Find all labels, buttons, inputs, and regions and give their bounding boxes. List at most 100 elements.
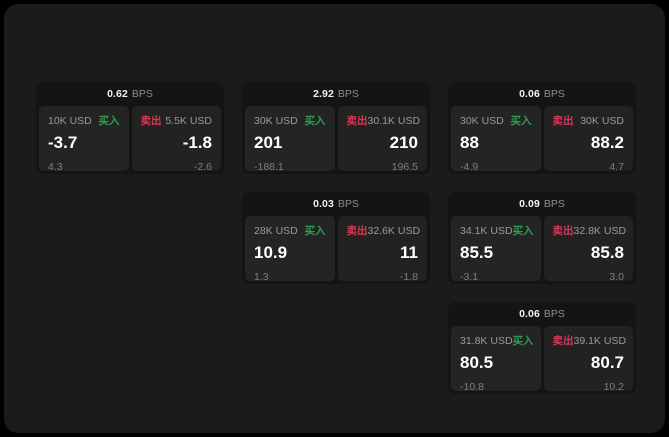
quote-column: 0.06 BPS 30K USD 买入 88 -4.9 卖出 30K USD 88.2 4.7 0.… <box>448 82 636 394</box>
order-size-label: 30K USD <box>580 114 624 127</box>
card-header: 0.06 BPS <box>448 302 636 326</box>
quote-board: 0.62 BPS 10K USD 买入 -3.7 4.3 卖出 5.5K USD -1.8 -2.… <box>36 82 636 394</box>
order-size-label: 31.8K USD <box>460 334 513 347</box>
card-header: 0.62 BPS <box>36 82 224 106</box>
buy-panel[interactable]: 31.8K USD 买入 80.5 -10.8 <box>451 326 541 393</box>
delta-value: 1.3 <box>254 271 269 283</box>
quote-column: 2.92 BPS 30K USD 买入 201 -188.1 卖出 30.1K USD 210 1… <box>242 82 430 284</box>
delta-value: -1.8 <box>399 271 418 283</box>
card-header: 2.92 BPS <box>242 82 430 106</box>
bps-value: 0.09 <box>519 198 540 210</box>
delta-value: -3.1 <box>460 271 479 283</box>
card-body: 34.1K USD 买入 85.5 -3.1 卖出 32.8K USD 85.8 3.0 <box>448 216 636 284</box>
bps-unit-label: BPS <box>337 198 359 210</box>
card-body: 28K USD 买入 10.9 1.3 卖出 32.6K USD 11 -1.8 <box>242 216 430 284</box>
quote-card[interactable]: 0.62 BPS 10K USD 买入 -3.7 4.3 卖出 5.5K USD -1.8 -2.… <box>36 82 224 174</box>
price-value: 210 <box>389 133 418 152</box>
price-value: 201 <box>254 133 283 152</box>
buy-panel[interactable]: 34.1K USD 买入 85.5 -3.1 <box>451 216 541 283</box>
quote-card[interactable]: 0.09 BPS 34.1K USD 买入 85.5 -3.1 卖出 32.8K USD 85.… <box>448 192 636 284</box>
price-value: 88 <box>460 133 479 152</box>
card-body: 30K USD 买入 88 -4.9 卖出 30K USD 88.2 4.7 <box>448 106 636 174</box>
order-size-label: 39.1K USD <box>573 334 627 347</box>
bps-unit-label: BPS <box>131 88 153 100</box>
price-value: 85.8 <box>590 243 624 262</box>
card-header: 0.06 BPS <box>448 82 636 106</box>
price-value: -1.8 <box>182 133 212 152</box>
card-body: 30K USD 买入 201 -188.1 卖出 30.1K USD 210 196.5 <box>242 106 430 174</box>
panel-header: 30K USD 买入 <box>460 114 532 128</box>
order-size-label: 28K USD <box>254 224 298 237</box>
sell-side-tag: 卖出 <box>346 225 368 237</box>
order-size-label: 30.1K USD <box>367 114 421 127</box>
panel-header: 卖出 30.1K USD <box>346 114 421 128</box>
panel-header: 28K USD 买入 <box>254 224 326 238</box>
delta-value: -10.8 <box>460 381 484 393</box>
sell-side-tag: 卖出 <box>552 115 574 127</box>
delta-value: 196.5 <box>391 161 418 173</box>
sell-panel[interactable]: 卖出 32.8K USD 85.8 3.0 <box>543 216 633 283</box>
sell-panel[interactable]: 卖出 32.6K USD 11 -1.8 <box>337 216 427 283</box>
buy-panel[interactable]: 28K USD 买入 10.9 1.3 <box>245 216 335 283</box>
price-value: 85.5 <box>460 243 494 262</box>
order-size-label: 5.5K USD <box>165 114 212 127</box>
sell-panel[interactable]: 卖出 5.5K USD -1.8 -2.6 <box>131 106 221 173</box>
panel-header: 卖出 32.6K USD <box>346 224 421 238</box>
panel-header: 卖出 39.1K USD <box>552 334 627 348</box>
order-size-label: 32.8K USD <box>573 224 627 237</box>
quote-card[interactable]: 0.03 BPS 28K USD 买入 10.9 1.3 卖出 32.6K USD 11 -1.8 <box>242 192 430 284</box>
card-body: 31.8K USD 买入 80.5 -10.8 卖出 39.1K USD 80.7 10.2 <box>448 326 636 394</box>
delta-value: 4.7 <box>609 161 624 173</box>
panel-header: 30K USD 买入 <box>254 114 326 128</box>
bps-value: 0.06 <box>519 88 540 100</box>
price-value: 80.5 <box>460 353 494 372</box>
buy-panel[interactable]: 10K USD 买入 -3.7 4.3 <box>39 106 129 173</box>
delta-value: -2.6 <box>193 161 212 173</box>
bps-value: 0.62 <box>107 88 128 100</box>
buy-panel[interactable]: 30K USD 买入 88 -4.9 <box>451 106 541 173</box>
sell-side-tag: 卖出 <box>552 225 574 237</box>
buy-side-tag: 买入 <box>510 115 532 127</box>
quote-card[interactable]: 2.92 BPS 30K USD 买入 201 -188.1 卖出 30.1K USD 210 1… <box>242 82 430 174</box>
panel-header: 卖出 30K USD <box>552 114 625 128</box>
delta-value: 10.2 <box>603 381 624 393</box>
bps-unit-label: BPS <box>337 88 359 100</box>
sell-side-tag: 卖出 <box>346 115 368 127</box>
card-body: 10K USD 买入 -3.7 4.3 卖出 5.5K USD -1.8 -2.6 <box>36 106 224 174</box>
buy-side-tag: 买入 <box>512 225 534 237</box>
delta-value: 4.3 <box>48 161 63 173</box>
price-value: 11 <box>400 243 418 262</box>
order-size-label: 30K USD <box>254 114 298 127</box>
price-value: 80.7 <box>590 353 624 372</box>
order-size-label: 30K USD <box>460 114 504 127</box>
quote-column: 0.62 BPS 10K USD 买入 -3.7 4.3 卖出 5.5K USD -1.8 -2.… <box>36 82 224 174</box>
sell-panel[interactable]: 卖出 30K USD 88.2 4.7 <box>543 106 633 173</box>
sell-side-tag: 卖出 <box>552 335 574 347</box>
delta-value: -4.9 <box>460 161 479 173</box>
price-value: 10.9 <box>254 243 288 262</box>
quote-card[interactable]: 0.06 BPS 30K USD 买入 88 -4.9 卖出 30K USD 88.2 4.7 <box>448 82 636 174</box>
order-size-label: 10K USD <box>48 114 92 127</box>
buy-side-tag: 买入 <box>304 225 326 237</box>
sell-side-tag: 卖出 <box>140 115 162 127</box>
panel-header: 卖出 32.8K USD <box>552 224 627 238</box>
bps-unit-label: BPS <box>543 308 565 320</box>
app-surface: 0.62 BPS 10K USD 买入 -3.7 4.3 卖出 5.5K USD -1.8 -2.… <box>4 4 665 433</box>
delta-value: 3.0 <box>609 271 624 283</box>
panel-header: 34.1K USD 买入 <box>460 224 534 238</box>
buy-side-tag: 买入 <box>512 335 534 347</box>
bps-value: 2.92 <box>313 88 334 100</box>
bps-value: 0.06 <box>519 308 540 320</box>
panel-header: 10K USD 买入 <box>48 114 120 128</box>
buy-side-tag: 买入 <box>304 115 326 127</box>
sell-panel[interactable]: 卖出 39.1K USD 80.7 10.2 <box>543 326 633 393</box>
price-value: 88.2 <box>590 133 624 152</box>
delta-value: -188.1 <box>254 161 284 173</box>
sell-panel[interactable]: 卖出 30.1K USD 210 196.5 <box>337 106 427 173</box>
buy-panel[interactable]: 30K USD 买入 201 -188.1 <box>245 106 335 173</box>
quote-card[interactable]: 0.06 BPS 31.8K USD 买入 80.5 -10.8 卖出 39.1K USD 80… <box>448 302 636 394</box>
price-value: -3.7 <box>48 133 78 152</box>
order-size-label: 32.6K USD <box>367 224 421 237</box>
panel-header: 卖出 5.5K USD <box>140 114 213 128</box>
bps-value: 0.03 <box>313 198 334 210</box>
